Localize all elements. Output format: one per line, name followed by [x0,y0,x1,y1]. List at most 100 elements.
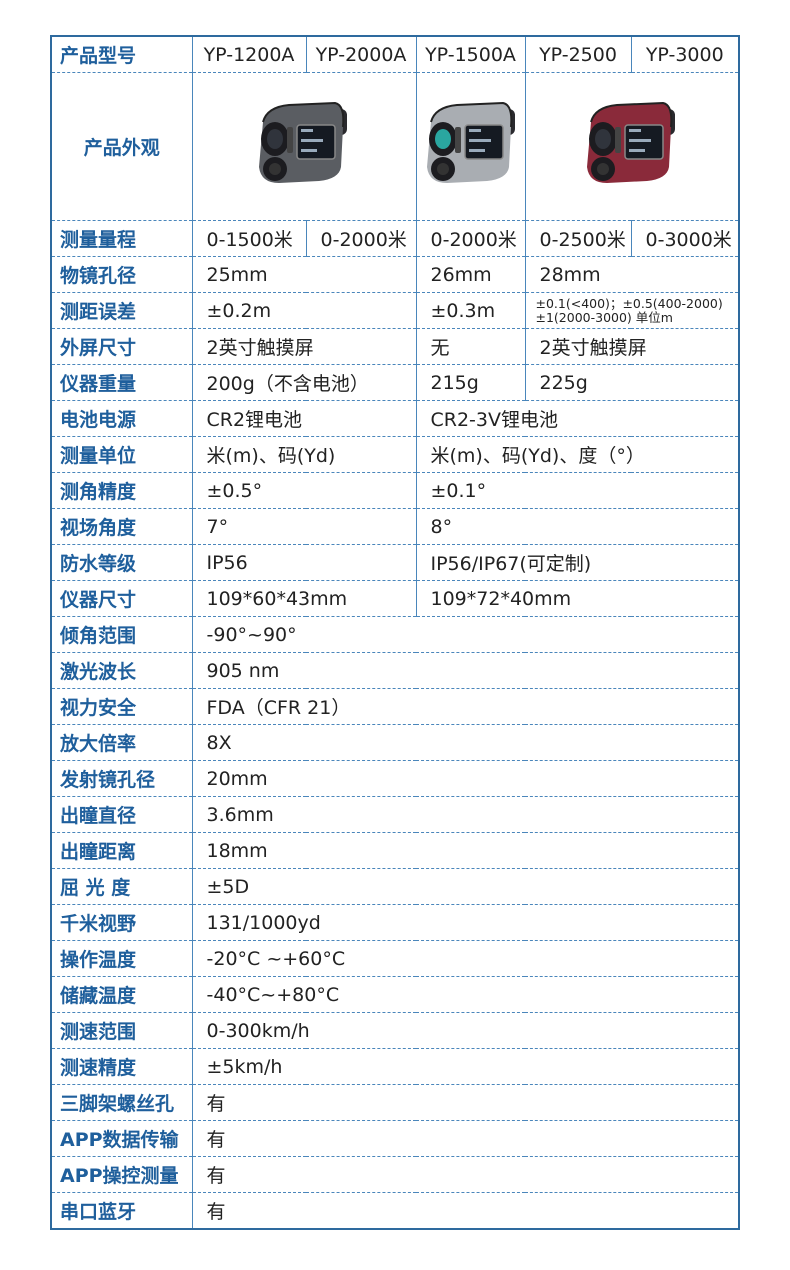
row-label: 产品外观 [51,72,192,221]
spec-value: 109*60*43mm [191,580,416,617]
row-label: 屈 光 度 [51,868,192,905]
row-label: 防水等级 [51,544,192,581]
spec-row: 仪器尺寸 109*60*43mm 109*72*40mm [51,580,739,617]
row-label: 出瞳直径 [51,796,192,833]
spec-value: -90°~90° [191,616,739,653]
spec-value: 2英寸触摸屏 [524,328,739,365]
spec-value: ±0.1° [415,472,739,509]
spec-value: FDA（CFR 21） [191,688,739,725]
row-label: 倾角范围 [51,616,192,653]
spec-value: 有 [191,1156,739,1193]
spec-value: 0-300km/h [191,1012,739,1049]
spec-row: 测距误差 ±0.2m ±0.3m ±0.1(<400)；±0.5(400-2000)… [51,292,739,329]
spec-value: 28mm [524,256,739,293]
spec-row: 出瞳直径 3.6mm [51,796,739,833]
product-image-cell [524,72,739,221]
spec-value: ±0.2m [191,292,416,329]
header-row: 产品型号 YP-1200A YP-2000A YP-1500A YP-2500 YP-30… [51,36,739,73]
spec-row: 视力安全 FDA（CFR 21） [51,688,739,725]
spec-row: 测速范围 0-300km/h [51,1012,739,1049]
spec-value: 26mm [415,256,525,293]
spec-value: 225g [524,364,739,401]
spec-row: 屈 光 度 ±5D [51,868,739,905]
row-label: 外屏尺寸 [51,328,192,365]
spec-value: CR2-3V锂电池 [415,400,739,437]
spec-row: 三脚架螺丝孔有 [51,1084,739,1121]
model-name: YP-3000 [630,36,739,73]
spec-row: 测角精度 ±0.5° ±0.1° [51,472,739,509]
spec-value: IP56/IP67(可定制) [415,544,739,581]
model-name: YP-2000A [305,36,416,73]
rangefinder-red-image [586,101,675,183]
spec-value: 0-1500米 [191,220,306,257]
row-label: APP操控测量 [51,1156,192,1193]
spec-row: 激光波长 905 nm [51,652,739,689]
spec-value: 米(m)、码(Yd)、度（°） [415,436,739,473]
spec-value: 8X [191,724,739,761]
spec-row: 物镜孔径 25mm 26mm 28mm [51,256,739,293]
spec-value: 无 [415,328,525,365]
row-label: 放大倍率 [51,724,192,761]
row-label: 储藏温度 [51,976,192,1013]
spec-row: 储藏温度 -40°C~+80°C [51,976,739,1013]
spec-row: 串口蓝牙有 [51,1192,739,1229]
spec-value: 25mm [191,256,416,293]
spec-value: ±5km/h [191,1048,739,1085]
row-label: 仪器尺寸 [51,580,192,617]
model-name: YP-2500 [524,36,631,73]
spec-value: 20mm [191,760,739,797]
model-name: YP-1500A [415,36,525,73]
spec-row: 电池电源 CR2锂电池 CR2-3V锂电池 [51,400,739,437]
row-label: 发射镜孔径 [51,760,192,797]
spec-value: -20°C ~+60°C [191,940,739,977]
spec-value: CR2锂电池 [191,400,416,437]
spec-value: 215g [415,364,525,401]
spec-value: -40°C~+80°C [191,976,739,1013]
spec-row: APP数据传输有 [51,1120,739,1157]
row-label: 测量量程 [51,220,192,257]
spec-value: 米(m)、码(Yd) [191,436,416,473]
spec-value: 0-2000米 [415,220,525,257]
row-label: APP数据传输 [51,1120,192,1157]
spec-value: ±0.3m [415,292,525,329]
spec-value: 18mm [191,832,739,869]
spec-row: 发射镜孔径 20mm [51,760,739,797]
rangefinder-silver-image [426,101,515,183]
row-label: 视力安全 [51,688,192,725]
rangefinder-gray-image [259,101,347,183]
spec-value: IP56 [191,544,416,581]
spec-value: 131/1000yd [191,904,739,941]
spec-value: ±0.5° [191,472,416,509]
product-image-cell [191,72,416,221]
spec-row: 测量单位 米(m)、码(Yd) 米(m)、码(Yd)、度（°） [51,436,739,473]
spec-value: 200g（不含电池） [191,364,416,401]
appearance-row: 产品外观 [51,72,739,221]
row-label: 产品型号 [60,45,137,67]
row-label: 电池电源 [51,400,192,437]
row-label: 出瞳距离 [51,832,192,869]
spec-row: 出瞳距离 18mm [51,832,739,869]
row-label: 千米视野 [51,904,192,941]
spec-row: 操作温度 -20°C ~+60°C [51,940,739,977]
spec-row: 仪器重量 200g（不含电池） 215g 225g [51,364,739,401]
spec-value: 0-2000米 [305,220,416,257]
spec-value: 有 [191,1192,739,1229]
spec-value: 0-2500米 [524,220,631,257]
row-label: 仪器重量 [51,364,192,401]
spec-row: 视场角度 7° 8° [51,508,739,545]
spec-row: 防水等级 IP56 IP56/IP67(可定制) [51,544,739,581]
spec-value: 2英寸触摸屏 [191,328,416,365]
row-label: 测量单位 [51,436,192,473]
row-label: 测速精度 [51,1048,192,1085]
spec-value: ±5D [191,868,739,905]
spec-value: 8° [415,508,739,545]
row-label: 测速范围 [51,1012,192,1049]
model-name: YP-1200A [191,36,306,73]
spec-value: 905 nm [191,652,739,689]
spec-row: 千米视野 131/1000yd [51,904,739,941]
spec-row: 外屏尺寸 2英寸触摸屏无 2英寸触摸屏 [51,328,739,365]
spec-value: 有 [191,1084,739,1121]
row-label: 三脚架螺丝孔 [51,1084,192,1121]
spec-row: 倾角范围 -90°~90° [51,616,739,653]
spec-table: 产品型号 YP-1200A YP-2000A YP-1500A YP-2500 YP-30… [50,35,740,1230]
